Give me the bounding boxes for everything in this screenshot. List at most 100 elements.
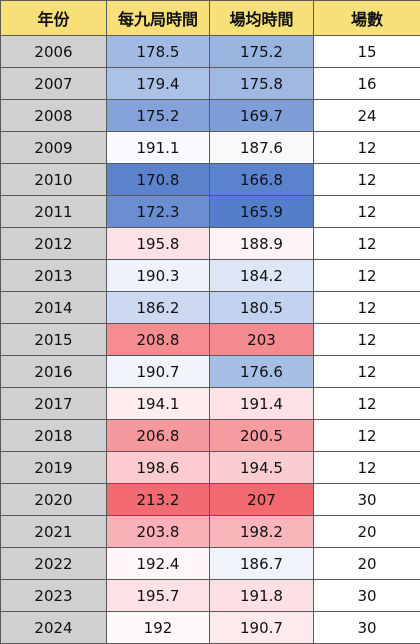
- year-cell[interactable]: 2022: [1, 548, 107, 580]
- avg-per-game-cell[interactable]: 165.9: [210, 196, 314, 228]
- year-cell[interactable]: 2023: [1, 580, 107, 612]
- avg-per-9-innings-cell[interactable]: 194.1: [107, 388, 210, 420]
- avg-per-game-cell[interactable]: 188.9: [210, 228, 314, 260]
- avg-per-9-innings-cell[interactable]: 170.8: [107, 164, 210, 196]
- header-avg-per-game[interactable]: 場均時間: [210, 1, 314, 36]
- avg-per-9-innings-cell[interactable]: 208.8: [107, 324, 210, 356]
- games-cell[interactable]: 24: [314, 100, 420, 132]
- year-cell[interactable]: 2010: [1, 164, 107, 196]
- games-cell[interactable]: 12: [314, 356, 420, 388]
- avg-per-game-cell[interactable]: 198.2: [210, 516, 314, 548]
- avg-per-game-cell[interactable]: 184.2: [210, 260, 314, 292]
- year-cell[interactable]: 2015: [1, 324, 107, 356]
- avg-per-9-innings-cell[interactable]: 190.3: [107, 260, 210, 292]
- year-cell[interactable]: 2016: [1, 356, 107, 388]
- avg-per-game-cell[interactable]: 175.2: [210, 36, 314, 68]
- year-cell[interactable]: 2006: [1, 36, 107, 68]
- avg-per-game-cell[interactable]: 200.5: [210, 420, 314, 452]
- games-cell[interactable]: 30: [314, 612, 420, 644]
- games-cell[interactable]: 12: [314, 452, 420, 484]
- year-cell[interactable]: 2009: [1, 132, 107, 164]
- avg-per-game-cell[interactable]: 176.6: [210, 356, 314, 388]
- year-cell[interactable]: 2014: [1, 292, 107, 324]
- header-row: 年份 每九局時間 場均時間 場數: [1, 1, 420, 36]
- avg-per-game-cell[interactable]: 180.5: [210, 292, 314, 324]
- avg-per-9-innings-cell[interactable]: 186.2: [107, 292, 210, 324]
- games-cell[interactable]: 12: [314, 132, 420, 164]
- games-cell[interactable]: 16: [314, 68, 420, 100]
- games-cell[interactable]: 12: [314, 388, 420, 420]
- year-cell[interactable]: 2011: [1, 196, 107, 228]
- games-cell[interactable]: 12: [314, 292, 420, 324]
- avg-per-9-innings-cell[interactable]: 195.8: [107, 228, 210, 260]
- games-cell[interactable]: 12: [314, 164, 420, 196]
- year-cell[interactable]: 2013: [1, 260, 107, 292]
- avg-per-game-cell[interactable]: 175.8: [210, 68, 314, 100]
- games-cell[interactable]: 15: [314, 36, 420, 68]
- avg-per-9-innings-cell[interactable]: 213.2: [107, 484, 210, 516]
- avg-per-9-innings-cell[interactable]: 191.1: [107, 132, 210, 164]
- avg-per-9-innings-cell[interactable]: 203.8: [107, 516, 210, 548]
- games-cell[interactable]: 30: [314, 484, 420, 516]
- avg-per-9-innings-cell[interactable]: 178.5: [107, 36, 210, 68]
- avg-per-9-innings-cell[interactable]: 206.8: [107, 420, 210, 452]
- avg-per-9-innings-cell[interactable]: 172.3: [107, 196, 210, 228]
- avg-per-9-innings-cell[interactable]: 192: [107, 612, 210, 644]
- header-avg-per-9-innings[interactable]: 每九局時間: [107, 1, 210, 36]
- year-cell[interactable]: 2017: [1, 388, 107, 420]
- avg-per-game-cell[interactable]: 187.6: [210, 132, 314, 164]
- games-cell[interactable]: 12: [314, 196, 420, 228]
- games-cell[interactable]: 12: [314, 324, 420, 356]
- header-games[interactable]: 場數: [314, 1, 420, 36]
- avg-per-9-innings-cell[interactable]: 198.6: [107, 452, 210, 484]
- games-cell[interactable]: 12: [314, 420, 420, 452]
- games-cell[interactable]: 20: [314, 516, 420, 548]
- avg-per-game-cell[interactable]: 166.8: [210, 164, 314, 196]
- year-cell[interactable]: 2018: [1, 420, 107, 452]
- year-cell[interactable]: 2024: [1, 612, 107, 644]
- games-cell[interactable]: 20: [314, 548, 420, 580]
- avg-per-game-cell[interactable]: 194.5: [210, 452, 314, 484]
- avg-per-game-cell[interactable]: 191.8: [210, 580, 314, 612]
- header-year[interactable]: 年份: [1, 1, 107, 36]
- avg-per-9-innings-cell[interactable]: 179.4: [107, 68, 210, 100]
- year-cell[interactable]: 2007: [1, 68, 107, 100]
- avg-per-game-cell[interactable]: 191.4: [210, 388, 314, 420]
- avg-per-9-innings-cell[interactable]: 195.7: [107, 580, 210, 612]
- avg-per-9-innings-cell[interactable]: 175.2: [107, 100, 210, 132]
- year-cell[interactable]: 2008: [1, 100, 107, 132]
- year-cell[interactable]: 2012: [1, 228, 107, 260]
- games-cell[interactable]: 12: [314, 260, 420, 292]
- year-cell[interactable]: 2019: [1, 452, 107, 484]
- avg-per-9-innings-cell[interactable]: 192.4: [107, 548, 210, 580]
- table-header: 年份 每九局時間 場均時間 場數: [1, 1, 420, 36]
- year-cell[interactable]: 2021: [1, 516, 107, 548]
- avg-per-9-innings-cell[interactable]: 190.7: [107, 356, 210, 388]
- avg-per-game-cell[interactable]: 190.7: [210, 612, 314, 644]
- avg-per-game-cell[interactable]: 169.7: [210, 100, 314, 132]
- avg-per-game-cell[interactable]: 203: [210, 324, 314, 356]
- games-cell[interactable]: 30: [314, 580, 420, 612]
- games-cell[interactable]: 12: [314, 228, 420, 260]
- year-cell[interactable]: 2020: [1, 484, 107, 516]
- avg-per-game-cell[interactable]: 186.7: [210, 548, 314, 580]
- avg-per-game-cell[interactable]: 207: [210, 484, 314, 516]
